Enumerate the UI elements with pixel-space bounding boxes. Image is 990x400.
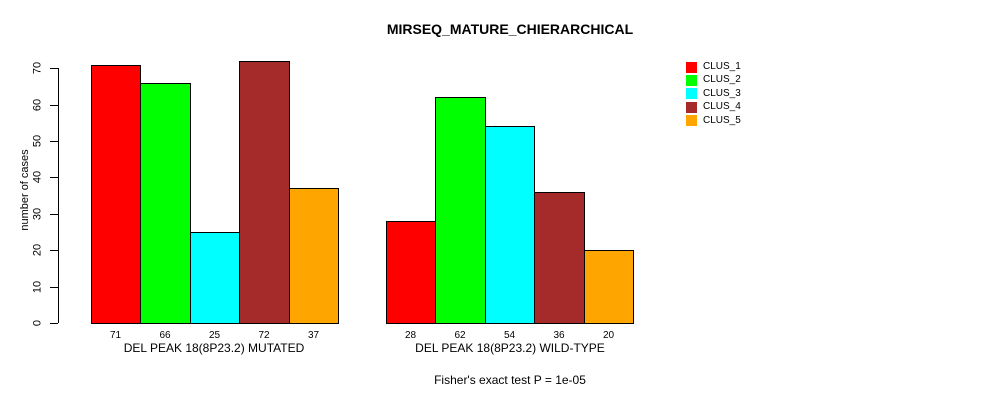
legend-label-clus_1: CLUS_1 (703, 61, 741, 72)
y-axis-tick (50, 104, 58, 106)
bar-value-label: 54 (503, 330, 516, 341)
y-axis-tick (50, 141, 58, 142)
y-axis-tick (50, 286, 58, 288)
legend-item-clus_5: CLUS_5 (686, 115, 741, 127)
y-axis-tick (50, 177, 58, 179)
group-label-wild-type: DEL PEAK 18(8P23.2) WILD-TYPE (415, 341, 605, 355)
bar-value-label: 71 (109, 330, 122, 341)
bar-value-label: 20 (602, 330, 615, 341)
y-axis-tick (50, 68, 58, 70)
group-label-mutated: DEL PEAK 18(8P23.2) MUTATED (123, 341, 305, 355)
y-axis-tick (50, 250, 58, 252)
y-axis-tick-label: 30 (31, 207, 44, 220)
bar-clus_3-group1 (190, 232, 240, 324)
legend-swatch-clus_1 (686, 61, 697, 73)
bar-clus_1-group1 (91, 65, 141, 324)
bar-value-label: 72 (258, 330, 270, 341)
y-axis-tick-label: 70 (31, 62, 44, 75)
y-axis-tick-label: 40 (31, 171, 44, 184)
bar-clus_1-group2 (386, 221, 436, 324)
bar-clus_4-group1 (239, 61, 290, 324)
legend-item-clus_4: CLUS_4 (686, 101, 741, 113)
bar-clus_2-group2 (435, 97, 486, 324)
y-axis-tick-label: 0 (31, 319, 44, 327)
legend-label-clus_4: CLUS_4 (703, 101, 741, 113)
footnote-fisher-test: Fisher's exact test P = 1e-05 (434, 373, 586, 387)
y-axis-tick-label: 50 (31, 134, 44, 148)
bar-value-label: 62 (454, 330, 466, 341)
y-axis-tick-label: 10 (31, 280, 44, 293)
bar-clus_2-group1 (140, 83, 191, 324)
y-axis-tick-label: 60 (31, 98, 44, 111)
y-axis-label: number of cases (19, 149, 31, 231)
bar-value-label: 25 (208, 330, 221, 341)
legend-item-clus_3: CLUS_3 (686, 88, 741, 100)
bar-clus_3-group2 (485, 126, 535, 324)
legend-item-clus_1: CLUS_1 (686, 61, 741, 73)
chart-title: MIRSEQ_MATURE_CHIERARCHICAL (386, 21, 634, 37)
y-axis-tick (50, 213, 58, 215)
legend-label-clus_3: CLUS_3 (703, 87, 741, 99)
bar-value-label: 28 (404, 330, 417, 341)
legend-label-clus_5: CLUS_5 (703, 114, 741, 126)
legend-swatch-clus_3 (686, 88, 697, 100)
bar-value-label: 36 (553, 330, 565, 341)
legend-swatch-clus_2 (686, 74, 697, 86)
legend-swatch-clus_4 (686, 101, 697, 113)
bar-clus_5-group2 (584, 250, 634, 324)
bar-value-label: 66 (159, 330, 171, 341)
bar-clus_4-group2 (534, 192, 585, 324)
bar-clus_5-group1 (289, 188, 339, 324)
legend-item-clus_2: CLUS_2 (686, 74, 741, 86)
legend-swatch-clus_5 (686, 115, 697, 127)
y-axis-tick-label: 20 (31, 244, 44, 257)
y-axis-line (58, 68, 59, 323)
bar-value-label: 37 (307, 330, 320, 341)
legend-label-clus_2: CLUS_2 (703, 74, 741, 86)
y-axis-tick (50, 323, 58, 324)
